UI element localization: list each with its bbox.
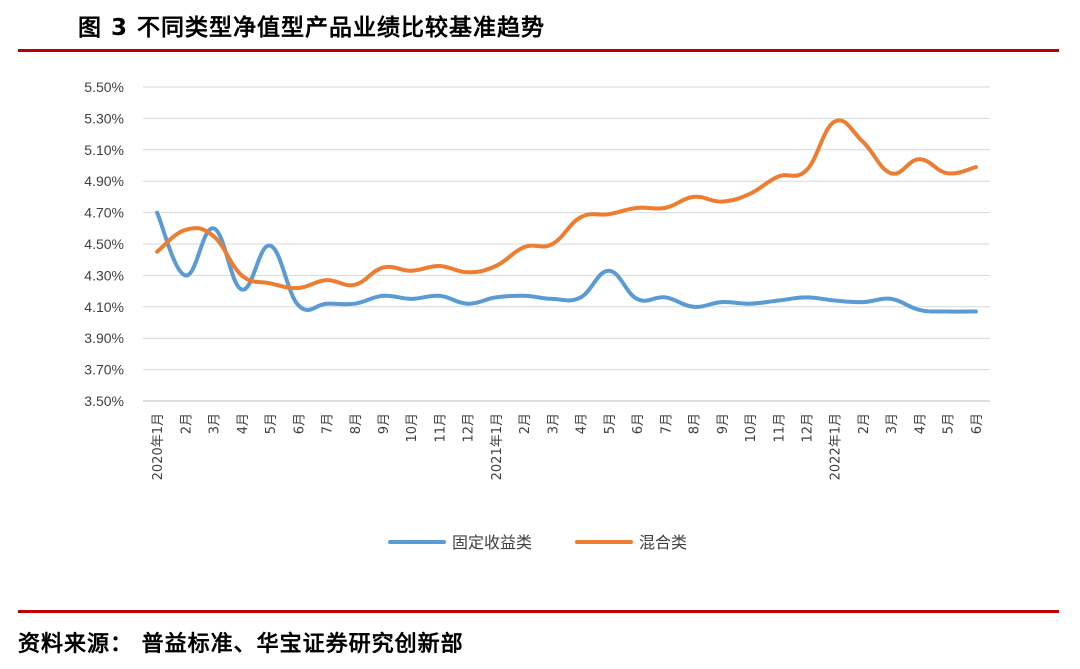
x-tick-label: 3月	[546, 413, 561, 434]
y-tick-label: 4.10%	[84, 299, 124, 315]
x-tick-label: 3月	[208, 413, 223, 434]
x-tick-label: 6月	[970, 413, 985, 434]
y-axis-ticks: 3.50% 3.70% 3.90% 4.10% 4.30% 4.50% 4.70% 4.90%…	[84, 79, 124, 409]
y-tick-label: 4.50%	[84, 236, 124, 252]
legend: 固定收益类 混合类	[388, 533, 687, 552]
x-tick-label: 10月	[405, 413, 420, 443]
x-tick-label: 6月	[292, 413, 307, 434]
page-title: 图 3 不同类型净值型产品业绩比较基准趋势	[78, 15, 546, 41]
x-tick-label: 10月	[744, 413, 759, 443]
x-tick-label: 11月	[433, 413, 448, 443]
x-tick-label: 9月	[716, 413, 731, 434]
series-line	[155, 210, 978, 314]
y-tick-label: 4.70%	[84, 205, 124, 221]
x-tick-label: 2021年1月	[490, 413, 505, 480]
y-tick-label: 3.50%	[84, 393, 124, 409]
bottom-divider	[18, 610, 1059, 613]
x-tick-label: 7月	[659, 413, 674, 434]
x-tick-label: 2022年1月	[829, 413, 844, 480]
x-tick-label: 2020年1月	[151, 413, 166, 480]
x-tick-label: 4月	[575, 413, 590, 434]
y-tick-label: 5.10%	[84, 142, 124, 158]
y-tick-label: 3.70%	[84, 362, 124, 378]
x-tick-label: 12月	[800, 413, 815, 443]
x-tick-label: 3月	[885, 413, 900, 434]
x-tick-label: 2月	[179, 413, 194, 434]
y-tick-label: 4.30%	[84, 267, 124, 283]
x-tick-label: 2月	[857, 413, 872, 434]
x-tick-label: 4月	[913, 413, 928, 434]
x-tick-label: 8月	[349, 413, 364, 434]
x-tick-label: 7月	[321, 413, 336, 434]
series-lines	[155, 118, 978, 314]
top-divider	[18, 49, 1059, 52]
y-tick-label: 4.90%	[84, 173, 124, 189]
series-line	[155, 118, 978, 291]
source-note: 资料来源： 普益标准、华宝证券研究创新部	[18, 632, 464, 657]
x-tick-label: 4月	[236, 413, 251, 434]
y-tick-label: 5.50%	[84, 79, 124, 95]
gridlines	[143, 86, 990, 402]
x-tick-label: 8月	[688, 413, 703, 434]
legend-label: 混合类	[639, 533, 687, 552]
y-tick-label: 5.30%	[84, 110, 124, 126]
x-tick-label: 2月	[518, 413, 533, 434]
y-tick-label: 3.90%	[84, 330, 124, 346]
x-tick-label: 12月	[462, 413, 477, 443]
x-tick-label: 5月	[942, 413, 957, 434]
legend-label: 固定收益类	[452, 533, 532, 552]
x-tick-label: 11月	[772, 413, 787, 443]
x-axis-ticks: 2020年1月 2月 3月 4月 5月 6月 7月 8月 9月 10月 11月 12月 2021年1月 2…	[151, 413, 985, 480]
x-tick-label: 9月	[377, 413, 392, 434]
x-tick-label: 5月	[264, 413, 279, 434]
x-tick-label: 6月	[631, 413, 646, 434]
x-tick-label: 5月	[603, 413, 618, 434]
